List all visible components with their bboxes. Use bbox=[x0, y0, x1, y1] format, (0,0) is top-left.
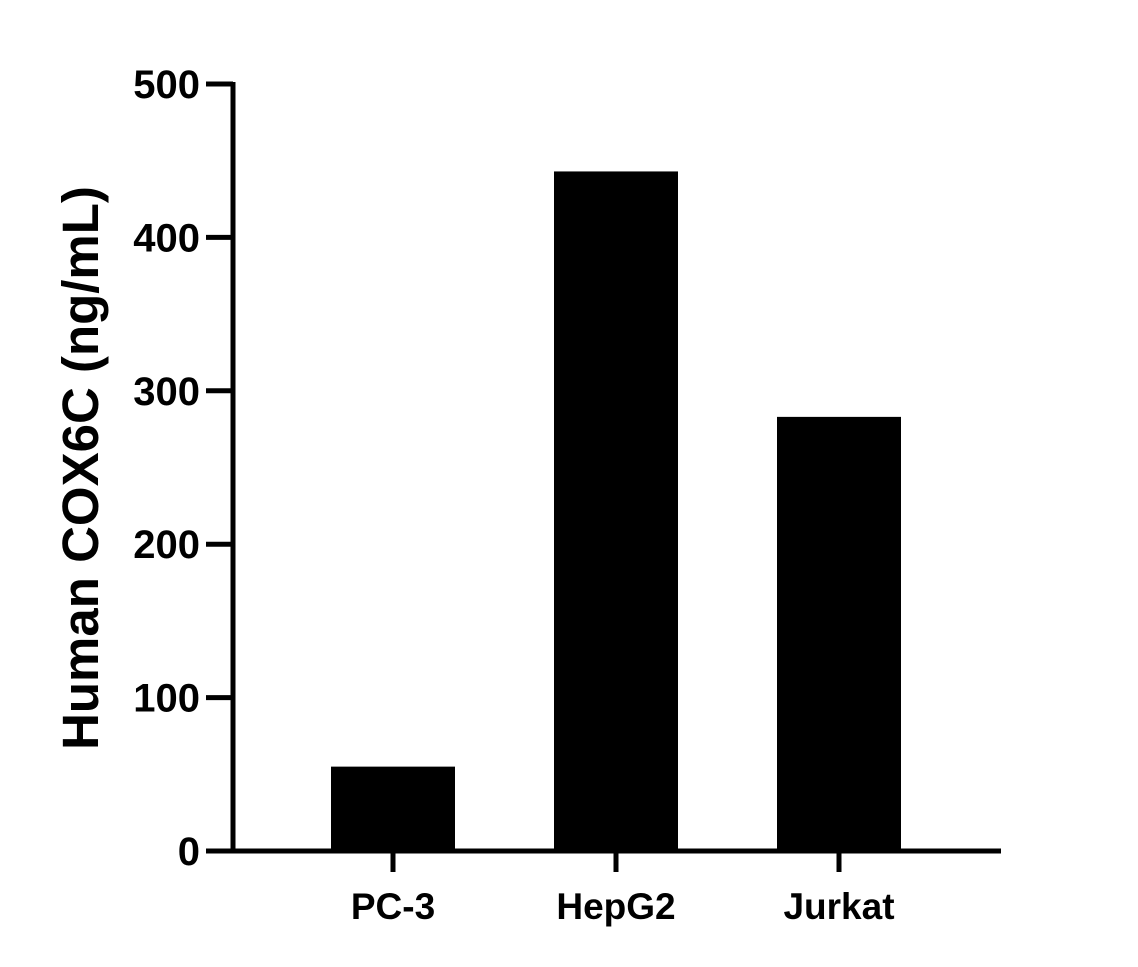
y-tick-label: 200 bbox=[133, 523, 200, 567]
x-tick-label: Jurkat bbox=[783, 886, 894, 927]
y-tick-label: 0 bbox=[178, 830, 200, 874]
y-tick-label: 100 bbox=[133, 677, 200, 721]
y-tick-label: 500 bbox=[133, 63, 200, 107]
y-tick-label: 400 bbox=[133, 216, 200, 260]
bar-hepg2 bbox=[554, 171, 678, 852]
y-axis-label: Human COX6C (ng/mL) bbox=[52, 186, 109, 750]
bar-pc-3 bbox=[331, 766, 455, 851]
bar-jurkat bbox=[777, 416, 901, 851]
x-tick-label: PC-3 bbox=[351, 886, 435, 927]
y-tick-label: 300 bbox=[133, 370, 200, 414]
x-tick-label: HepG2 bbox=[556, 886, 675, 927]
